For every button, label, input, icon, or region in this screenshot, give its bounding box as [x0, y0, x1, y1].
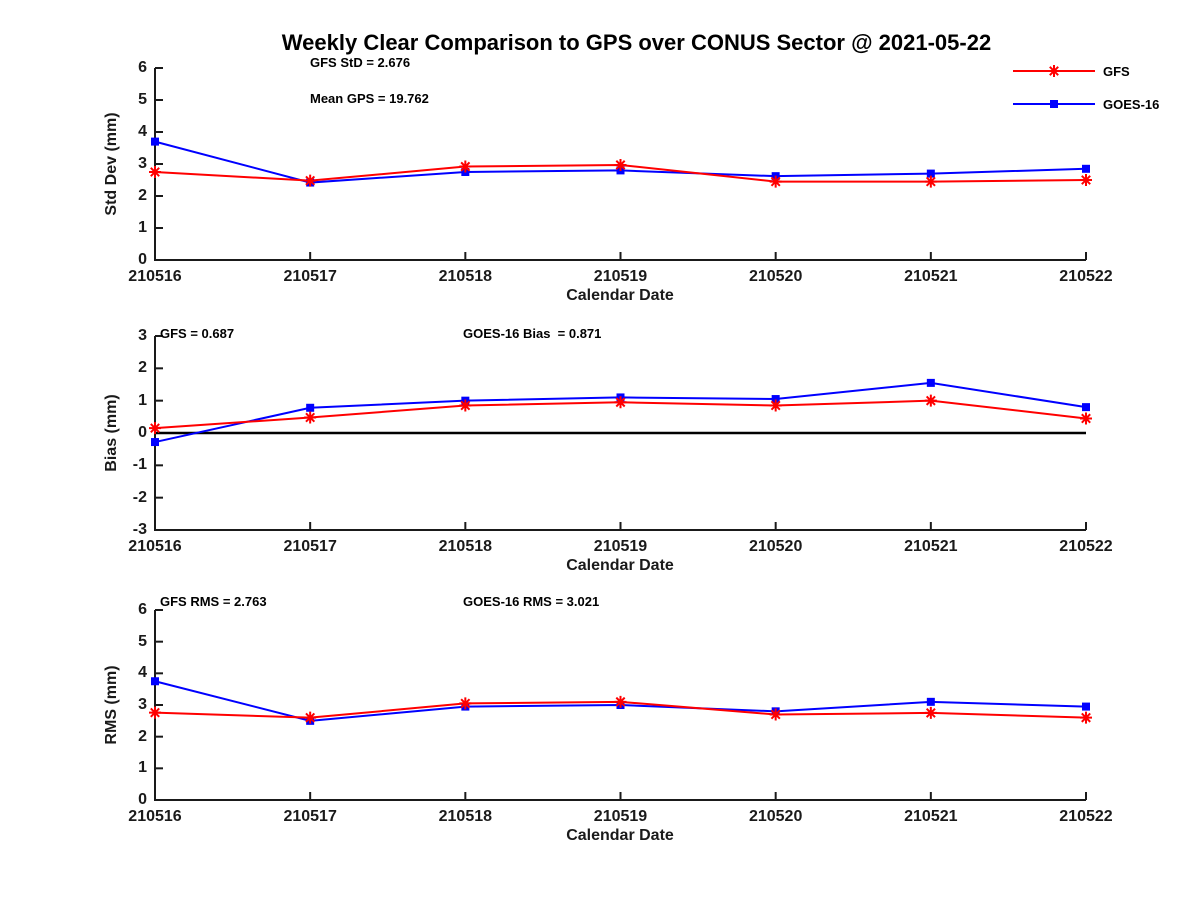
- y-tick-label: 4: [138, 123, 147, 140]
- rms-x-axis-label: Calendar Date: [566, 827, 674, 844]
- goes-16-marker: [151, 137, 159, 146]
- goes-16-marker: [1082, 702, 1090, 711]
- goes-16-marker: [926, 697, 935, 706]
- x-tick-label: 210517: [283, 808, 337, 825]
- y-tick-label: 4: [138, 664, 147, 682]
- figure-title: Weekly Clear Comparison to GPS over CONU…: [281, 30, 992, 55]
- gfs-line-asterisk-icon: [1013, 65, 1095, 77]
- gfs-marker: [304, 174, 317, 187]
- x-tick-label: 210521: [904, 808, 958, 825]
- bias-x-axis-label: Calendar Date: [566, 557, 674, 574]
- y-tick-label: 3: [138, 696, 147, 713]
- x-tick-label: 210516: [128, 808, 182, 825]
- gfs-bias-annotation: GFS = 0.687: [160, 326, 235, 341]
- x-tick-label: 210521: [904, 538, 958, 555]
- x-tick-label: 210520: [748, 538, 803, 555]
- x-tick-label: 210516: [128, 268, 182, 285]
- y-tick-label: 2: [138, 187, 147, 204]
- goes16-line-square-icon: [1013, 100, 1095, 108]
- legend-label-goes16: GOES-16: [1103, 96, 1160, 112]
- x-tick-label: 210520: [748, 268, 803, 285]
- gfs-marker: [149, 166, 161, 178]
- y-tick-label: -3: [132, 521, 147, 538]
- x-tick-label: 210521: [904, 268, 958, 285]
- y-tick-label: 3: [138, 327, 147, 344]
- x-tick-label: 210519: [593, 538, 648, 555]
- gfs-marker: [304, 711, 317, 724]
- stddev-x-axis-label: Calendar Date: [566, 287, 674, 304]
- y-tick-label: 6: [138, 601, 147, 618]
- gfs-marker: [459, 697, 472, 710]
- gfs-marker: [1080, 412, 1092, 425]
- y-tick-label: 0: [138, 424, 147, 441]
- gfs-marker: [614, 695, 627, 708]
- gfs-marker: [149, 422, 161, 435]
- y-tick-label: -1: [132, 456, 147, 474]
- legend-asterisk-marker: [1048, 65, 1060, 77]
- gfs-rms-annotation: GFS RMS = 2.763: [160, 594, 267, 609]
- legend-item-goes16: GOES-16: [1012, 96, 1159, 112]
- gfs-marker: [304, 411, 317, 424]
- y-tick-label: 0: [138, 251, 147, 268]
- legend-label-gfs: GFS: [1103, 63, 1130, 79]
- x-tick-label: 210519: [593, 808, 648, 825]
- gfs-marker: [924, 706, 937, 719]
- gfs-marker: [614, 396, 627, 409]
- legend-square-marker: [1050, 100, 1058, 108]
- gfs-marker: [1080, 174, 1092, 186]
- x-tick-label: 210522: [1059, 808, 1113, 825]
- mean-gps-annotation: Mean GPS = 19.762: [310, 91, 429, 106]
- y-tick-label: 2: [138, 727, 147, 745]
- y-tick-label: 3: [138, 155, 147, 172]
- legend-item-gfs: GFS: [1012, 63, 1159, 79]
- gfs-marker: [769, 708, 782, 721]
- x-tick-label: 210518: [438, 808, 493, 825]
- gfs-marker: [1080, 711, 1092, 724]
- y-tick-label: 5: [138, 632, 147, 650]
- y-tick-label: -2: [132, 488, 147, 506]
- gfs-marker: [459, 160, 472, 173]
- x-tick-label: 210520: [748, 808, 803, 825]
- gfs-marker: [769, 399, 782, 412]
- x-tick-label: 210518: [438, 538, 493, 555]
- goes-16-marker: [1082, 164, 1090, 173]
- goes-16-marker: [151, 677, 159, 686]
- y-tick-label: 1: [138, 391, 147, 409]
- x-tick-label: 210517: [283, 268, 337, 285]
- gfs-marker: [924, 394, 937, 407]
- legend: GFS GOES-16: [1012, 63, 1159, 129]
- x-tick-label: 210517: [283, 538, 337, 555]
- goes16-bias-annotation: GOES-16 Bias = 0.871: [463, 326, 602, 341]
- x-tick-label: 210519: [593, 268, 648, 285]
- gfs-marker: [614, 158, 627, 171]
- y-tick-label: 1: [138, 759, 147, 777]
- y-tick-label: 0: [138, 791, 147, 808]
- x-tick-label: 210516: [128, 538, 182, 555]
- x-tick-label: 210522: [1059, 538, 1113, 555]
- x-tick-label: 210518: [438, 268, 493, 285]
- gfs-marker: [769, 175, 782, 188]
- gfs-std-annotation: GFS StD = 2.676: [310, 55, 411, 70]
- goes-16-marker: [926, 169, 935, 178]
- goes-16-marker: [151, 438, 159, 447]
- goes-16-marker: [771, 395, 780, 404]
- goes-16-marker: [926, 378, 935, 387]
- goes-16-marker: [306, 403, 315, 412]
- gfs-marker: [459, 399, 472, 412]
- goes16-rms-annotation: GOES-16 RMS = 3.021: [463, 594, 600, 609]
- y-tick-label: 1: [138, 219, 147, 236]
- y-tick-label: 6: [138, 59, 147, 76]
- gfs-marker: [149, 706, 161, 719]
- gfs-marker: [924, 175, 937, 188]
- y-tick-label: 5: [138, 91, 147, 108]
- y-tick-label: 2: [138, 359, 147, 377]
- goes-16-marker: [1082, 403, 1090, 412]
- x-tick-label: 210522: [1059, 268, 1113, 285]
